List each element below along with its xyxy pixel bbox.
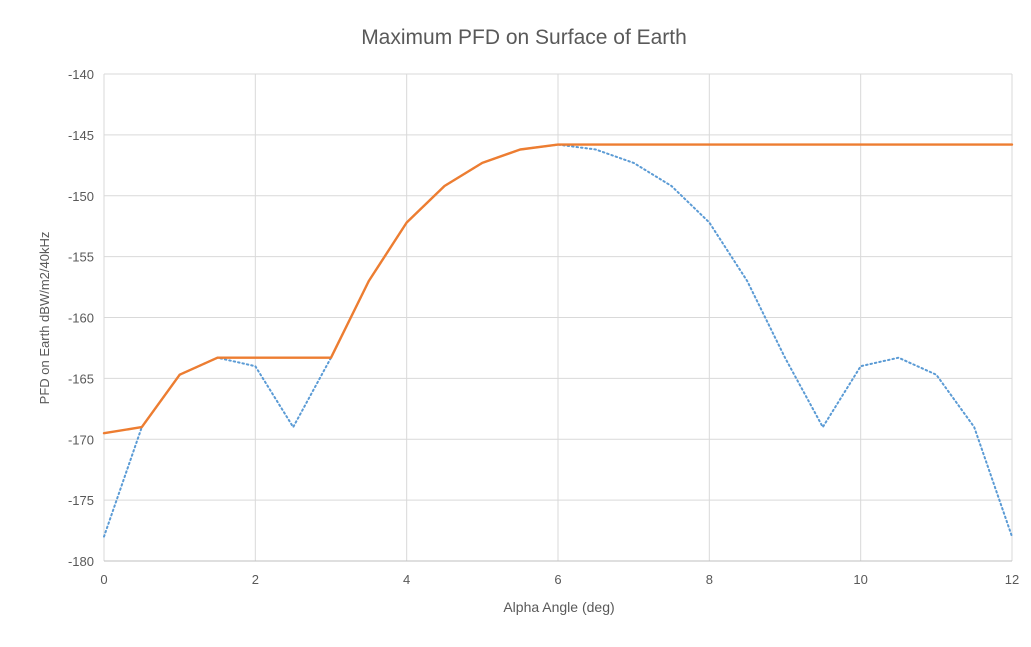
- x-tick-label: 10: [853, 572, 867, 587]
- y-tick-label: -180: [68, 554, 94, 569]
- x-tick-label: 6: [554, 572, 561, 587]
- tick-label-layer: 0 2 4 6 8 10 12 -140 -145 -150 -155 -160 -165 -170 -17…: [68, 67, 1019, 587]
- x-axis-label: Alpha Angle (deg): [503, 599, 614, 615]
- y-tick-label: -160: [68, 311, 94, 326]
- x-tick-label: 2: [252, 572, 259, 587]
- y-axis-label: PFD on Earth dBW/m2/40kHz: [37, 232, 52, 405]
- y-tick-label: -165: [68, 371, 94, 386]
- y-tick-label: -140: [68, 67, 94, 82]
- x-tick-label: 0: [100, 572, 107, 587]
- y-tick-label: -150: [68, 189, 94, 204]
- y-tick-label: -145: [68, 128, 94, 143]
- chart-title: Maximum PFD on Surface of Earth: [361, 26, 687, 49]
- x-tick-label: 4: [403, 572, 410, 587]
- y-tick-label: -155: [68, 250, 94, 265]
- y-tick-label: -175: [68, 493, 94, 508]
- x-tick-label: 8: [706, 572, 713, 587]
- y-tick-label: -170: [68, 432, 94, 447]
- series-line-solid: [102, 143, 1014, 435]
- x-tick-label: 12: [1005, 572, 1019, 587]
- grid-layer: [103, 73, 1013, 562]
- series-layer: [102, 143, 1014, 538]
